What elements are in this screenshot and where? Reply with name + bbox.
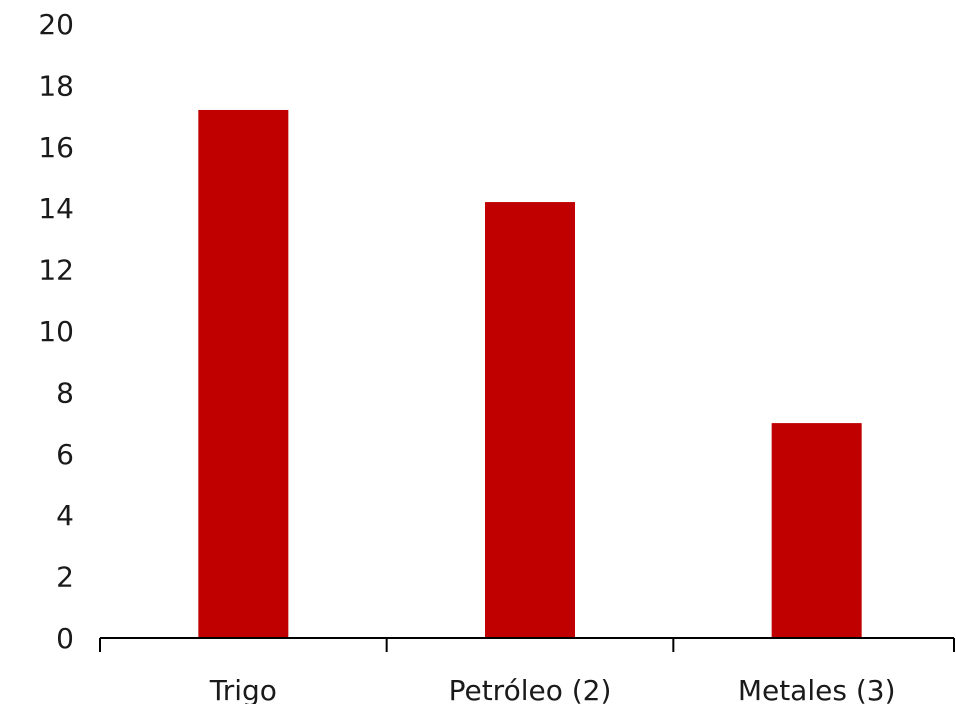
bar-metales-3 <box>771 423 862 638</box>
x-axis <box>99 637 955 652</box>
y-tick-label: 2 <box>56 561 74 594</box>
y-tick-label: 8 <box>56 376 74 409</box>
bar-trigo <box>198 109 289 638</box>
y-tick-label: 4 <box>56 499 74 532</box>
y-tick-label: 6 <box>56 438 74 471</box>
y-tick-label: 10 <box>38 315 74 348</box>
y-tick-label: 14 <box>38 192 74 225</box>
x-axis-tick-labels: Trigo Petróleo (2) Metales (3) <box>209 674 896 707</box>
x-tick-label: Petróleo (2) <box>449 674 612 704</box>
y-axis-tick-labels: 0 2 4 6 8 10 12 14 16 18 20 <box>38 8 74 655</box>
y-tick-label: 16 <box>38 131 74 164</box>
x-tick-label: Metales (3) <box>738 674 896 704</box>
y-tick-label: 20 <box>38 8 74 41</box>
y-tick-label: 12 <box>38 254 74 287</box>
y-tick-label: 18 <box>38 69 74 102</box>
y-tick-label: 0 <box>56 622 74 655</box>
x-tick-label: Trigo <box>209 674 277 704</box>
bar-petr-leo-2 <box>485 202 575 638</box>
bars <box>198 109 862 638</box>
